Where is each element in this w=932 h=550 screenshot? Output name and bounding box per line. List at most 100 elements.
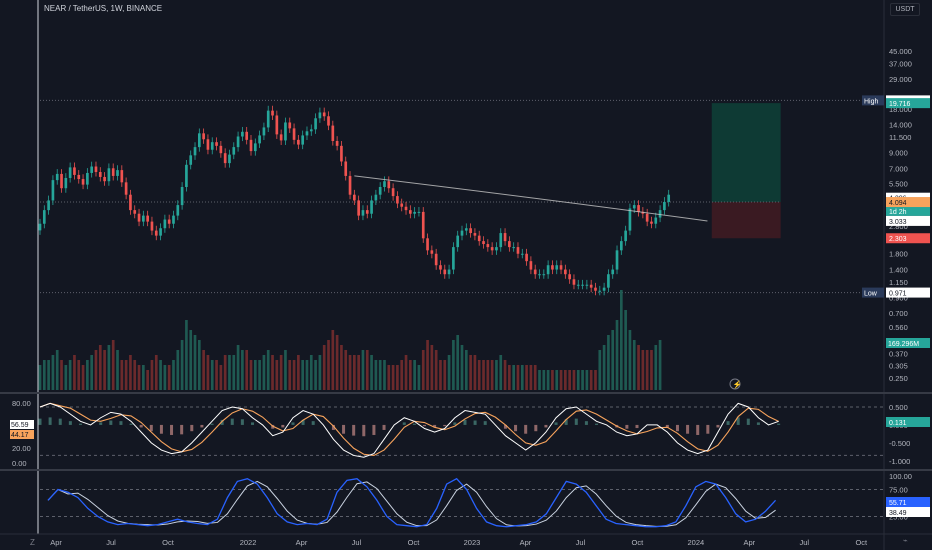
volume-bar	[365, 350, 369, 390]
macd-histogram-bar	[483, 421, 487, 425]
macd-histogram-bar	[58, 418, 62, 425]
macd-histogram-bar	[99, 422, 103, 425]
candle	[370, 200, 373, 214]
price-tick-label: 11.500	[889, 133, 911, 142]
candle	[116, 170, 119, 176]
macd-histogram-bar	[291, 422, 295, 425]
candle	[615, 250, 619, 270]
candle	[236, 136, 240, 148]
volume-bar	[344, 350, 348, 390]
volume-bar	[641, 350, 645, 390]
candle	[546, 265, 550, 275]
macd-histogram-bar	[200, 424, 204, 428]
volume-bar	[253, 360, 257, 390]
volume-bar	[477, 360, 481, 390]
candle	[210, 142, 214, 150]
candle	[297, 139, 300, 145]
volume-bar	[408, 360, 412, 390]
candle	[473, 233, 477, 236]
time-tick-label: Apr	[296, 538, 308, 547]
volume-bar	[564, 370, 567, 390]
volume-bar	[542, 370, 546, 390]
candle	[632, 205, 636, 209]
macd-histogram-bar	[423, 424, 427, 427]
macd-histogram-bar	[362, 424, 366, 437]
candle	[516, 247, 520, 254]
candle	[503, 233, 507, 242]
candle	[460, 230, 464, 236]
volume-bar	[309, 355, 313, 390]
volume-bar	[430, 345, 434, 390]
currency-button[interactable]: USDT	[890, 3, 920, 16]
macd-right-tick: 0.500	[889, 403, 908, 412]
macd-histogram-bar	[180, 424, 184, 435]
candle	[555, 265, 559, 270]
volume-bar	[421, 350, 425, 390]
rsi-d-tag: 38.49	[889, 510, 907, 517]
candle	[408, 210, 412, 214]
timezone-icon[interactable]: Z	[30, 538, 35, 547]
candle	[628, 208, 632, 231]
candle	[378, 186, 382, 195]
volume-bar	[378, 360, 382, 390]
macd-histogram-bar	[514, 424, 518, 432]
macd-histogram-bar	[402, 422, 406, 425]
candle	[275, 115, 279, 135]
macd-histogram-bar	[726, 421, 730, 425]
candle	[77, 174, 81, 180]
volume-bar	[602, 345, 606, 390]
price-tick-label: 37.000	[889, 60, 912, 69]
volume-bar	[572, 370, 576, 390]
candle	[262, 127, 266, 136]
candle	[180, 186, 184, 206]
volume-bar	[129, 355, 132, 390]
macd-histogram-bar	[311, 421, 315, 425]
volume-bar	[206, 355, 210, 390]
volume-bar	[555, 370, 559, 390]
candle	[361, 210, 365, 216]
macd-histogram-bar	[756, 422, 760, 425]
candle	[624, 230, 627, 242]
stop-zone	[711, 202, 781, 239]
macd-histogram-bar	[706, 424, 710, 434]
volume-bar	[60, 360, 63, 390]
candle	[663, 201, 666, 211]
candle	[68, 167, 72, 178]
candle	[525, 253, 528, 262]
price-tick-label: 0.900	[889, 293, 908, 302]
macd-histogram-bar	[48, 417, 52, 425]
volume-bar	[482, 360, 485, 390]
volume-bar	[133, 360, 137, 390]
candle	[658, 210, 662, 218]
candle	[430, 250, 434, 254]
volume-bar	[193, 335, 197, 390]
volume-bar	[374, 360, 378, 390]
volume-bar	[473, 355, 477, 390]
volume-bar	[176, 350, 180, 390]
candle	[42, 210, 46, 224]
volume-bar	[154, 355, 158, 390]
volume-bar	[241, 350, 244, 390]
candle	[206, 139, 210, 150]
volume-bar	[650, 350, 653, 390]
macd-histogram-bar	[675, 424, 679, 432]
volume-bar	[361, 350, 365, 390]
candle	[86, 172, 89, 185]
volume-bar	[456, 335, 460, 390]
macd-histogram-bar	[109, 420, 113, 425]
stoch-rsi-k-line	[47, 477, 777, 528]
volume-bar	[327, 340, 330, 390]
macd-histogram-bar	[433, 424, 437, 428]
candle	[292, 128, 296, 140]
volume-bar	[116, 350, 119, 390]
volume-bar	[163, 365, 167, 390]
candle	[619, 241, 623, 251]
candle	[641, 211, 645, 214]
candle	[219, 145, 223, 154]
settings-icon[interactable]: ⌁	[903, 536, 908, 545]
candle	[318, 112, 322, 119]
volume-bar	[499, 355, 503, 390]
entry-price-tag-bg	[886, 197, 930, 208]
candle	[73, 167, 76, 175]
